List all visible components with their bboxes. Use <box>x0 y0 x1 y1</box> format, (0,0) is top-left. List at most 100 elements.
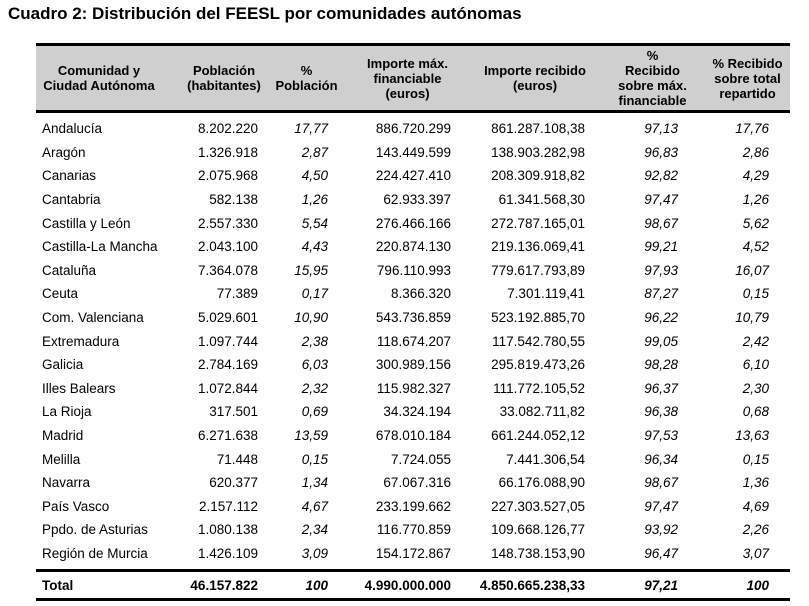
cell-comunidad: Cantabria <box>42 192 101 208</box>
cell-comunidad: Andalucía <box>42 121 103 137</box>
table-row: Melilla 71.448 0,15 7.724.055 7.441.306,54 96… <box>36 447 790 471</box>
cell-pct-poblacion: 2,87 <box>301 144 328 160</box>
cell-pct-poblacion: 0,17 <box>301 286 328 302</box>
cell-importe-recibido: 33.082.711,82 <box>499 404 585 420</box>
header-importe-recibido: Importe recibido (euros) <box>470 43 600 113</box>
table-row: Com. Valenciana 5.029.601 10,90 543.736.859… <box>36 306 790 330</box>
cell-pct-recibido-max: 96,47 <box>644 545 678 561</box>
cell-importe-recibido: 111.772.105,52 <box>493 380 585 396</box>
total-pct-recibido-max: 97,21 <box>600 569 705 602</box>
table-row: Cataluña 7.364.078 15,95 796.110.993 779.617… <box>36 259 790 283</box>
cell-importe-max: 118.674.207 <box>376 333 451 349</box>
cell-poblacion: 2.075.968 <box>197 168 258 184</box>
cell-pct-poblacion: 5,54 <box>301 215 328 231</box>
cell-pct-recibido-max: 99,05 <box>644 333 678 349</box>
cell-pct-poblacion: 2,38 <box>301 333 328 349</box>
cell-pct-recibido-max: 99,21 <box>644 239 678 255</box>
cell-poblacion: 1.097.744 <box>197 333 258 349</box>
cell-pct-recibido-max: 96,34 <box>644 451 678 467</box>
cell-pct-recibido-total: 1,26 <box>742 192 769 208</box>
cell-poblacion: 1.072.844 <box>197 380 258 396</box>
cell-pct-poblacion: 0,69 <box>301 404 328 420</box>
cell-comunidad: Extremadura <box>42 333 120 349</box>
cell-importe-recibido: 208.309.918,82 <box>491 168 585 184</box>
table-row: Canarias 2.075.968 4,50 224.427.410 208.309.… <box>36 164 790 188</box>
cell-pct-poblacion: 1,34 <box>301 475 328 491</box>
cell-pct-recibido-total: 5,62 <box>742 215 769 231</box>
cell-pct-recibido-max: 96,83 <box>644 144 678 160</box>
cell-importe-recibido: 66.176.088,90 <box>498 475 585 491</box>
cell-poblacion: 71.448 <box>216 451 258 467</box>
table-row: Navarra 620.377 1,34 67.067.316 66.176.088,9… <box>36 471 790 495</box>
cell-poblacion: 7.364.078 <box>197 262 258 278</box>
cell-importe-recibido: 138.903.282,98 <box>491 144 585 160</box>
header-poblacion: Población (habitantes) <box>168 43 268 113</box>
cell-pct-recibido-total: 10,79 <box>735 310 769 326</box>
cell-importe-max: 233.199.662 <box>375 498 451 514</box>
cell-importe-max: 796.110.993 <box>376 262 451 278</box>
cell-pct-recibido-total: 0,15 <box>742 451 769 467</box>
cell-importe-recibido: 219.136.069,41 <box>491 239 585 255</box>
cell-importe-max: 116.770.859 <box>376 522 451 538</box>
header-comunidad: Comunidad y Ciudad Autónoma <box>36 43 168 113</box>
cell-pct-recibido-max: 93,92 <box>644 522 678 538</box>
cell-importe-recibido: 272.787.165,01 <box>491 215 585 231</box>
cell-pct-poblacion: 3,09 <box>301 545 328 561</box>
cell-comunidad: Castilla-La Mancha <box>42 239 158 255</box>
cell-pct-recibido-max: 87,27 <box>644 286 678 302</box>
cell-importe-recibido: 148.738.153,90 <box>491 545 585 561</box>
cell-importe-recibido: 295.819.473,26 <box>491 357 585 373</box>
cell-pct-poblacion: 4,50 <box>301 168 328 184</box>
cell-comunidad: Com. Valenciana <box>42 310 144 326</box>
cell-importe-max: 276.466.166 <box>375 215 451 231</box>
cell-pct-recibido-max: 96,22 <box>644 310 678 326</box>
cell-comunidad: Illes Balears <box>42 380 116 396</box>
cell-importe-recibido: 117.542.780,55 <box>492 333 585 349</box>
cell-poblacion: 2.784.169 <box>197 357 258 373</box>
cell-pct-recibido-max: 92,82 <box>644 168 678 184</box>
cell-comunidad: Canarias <box>42 168 97 184</box>
cell-importe-recibido: 61.341.568,30 <box>498 192 585 208</box>
cell-importe-max: 543.736.859 <box>375 310 451 326</box>
cell-pct-recibido-max: 97,47 <box>644 498 678 514</box>
cell-pct-poblacion: 13,59 <box>294 428 328 444</box>
cell-pct-poblacion: 1,26 <box>301 192 328 208</box>
cell-importe-recibido: 227.303.527,05 <box>491 498 585 514</box>
cell-poblacion: 582.138 <box>209 192 258 208</box>
cell-pct-recibido-max: 97,47 <box>644 192 678 208</box>
cell-importe-max: 300.989.156 <box>375 357 451 373</box>
cell-pct-poblacion: 0,15 <box>301 451 328 467</box>
cell-pct-recibido-max: 98,67 <box>644 215 678 231</box>
header-importe-max: Importe máx. financiable (euros) <box>345 43 470 113</box>
cell-pct-poblacion: 15,95 <box>294 262 328 278</box>
cell-importe-max: 678.010.184 <box>375 428 451 444</box>
total-importe-max: 4.990.000.000 <box>345 569 470 602</box>
cell-importe-recibido: 661.244.052,12 <box>491 428 585 444</box>
cell-pct-poblacion: 10,90 <box>294 310 328 326</box>
cell-pct-recibido-total: 3,07 <box>742 545 769 561</box>
cell-poblacion: 77.389 <box>216 286 258 302</box>
cell-importe-max: 220.874.130 <box>375 239 451 255</box>
table-row: Región de Murcia 1.426.109 3,09 154.172.867… <box>36 542 790 566</box>
cell-pct-recibido-total: 4,52 <box>742 239 769 255</box>
cell-poblacion: 1.426.109 <box>197 545 258 561</box>
table-row: Extremadura 1.097.744 2,38 118.674.207 117.5… <box>36 329 790 353</box>
cell-poblacion: 620.377 <box>209 475 258 491</box>
cell-comunidad: Aragón <box>42 144 86 160</box>
cell-importe-recibido: 7.441.306,54 <box>506 451 585 467</box>
cell-poblacion: 6.271.638 <box>197 428 258 444</box>
table-row: Ppdo. de Asturias 1.080.138 2,34 116.770.85… <box>36 518 790 542</box>
total-row: Total 46.157.822 100 4.990.000.000 4.850… <box>36 569 790 602</box>
cell-pct-recibido-max: 98,67 <box>644 475 678 491</box>
cell-importe-max: 62.933.397 <box>383 192 451 208</box>
cell-pct-recibido-total: 4,29 <box>742 168 769 184</box>
cell-comunidad: Ppdo. de Asturias <box>42 522 148 538</box>
cell-comunidad: Ceuta <box>42 286 79 302</box>
cell-pct-recibido-max: 97,53 <box>644 428 678 444</box>
cell-poblacion: 2.043.100 <box>197 239 258 255</box>
cell-pct-recibido-total: 2,30 <box>742 380 769 396</box>
cell-pct-recibido-max: 96,38 <box>644 404 678 420</box>
cell-pct-recibido-max: 97,13 <box>644 121 678 137</box>
cell-poblacion: 1.326.918 <box>197 144 258 160</box>
cell-pct-poblacion: 6,03 <box>301 357 328 373</box>
